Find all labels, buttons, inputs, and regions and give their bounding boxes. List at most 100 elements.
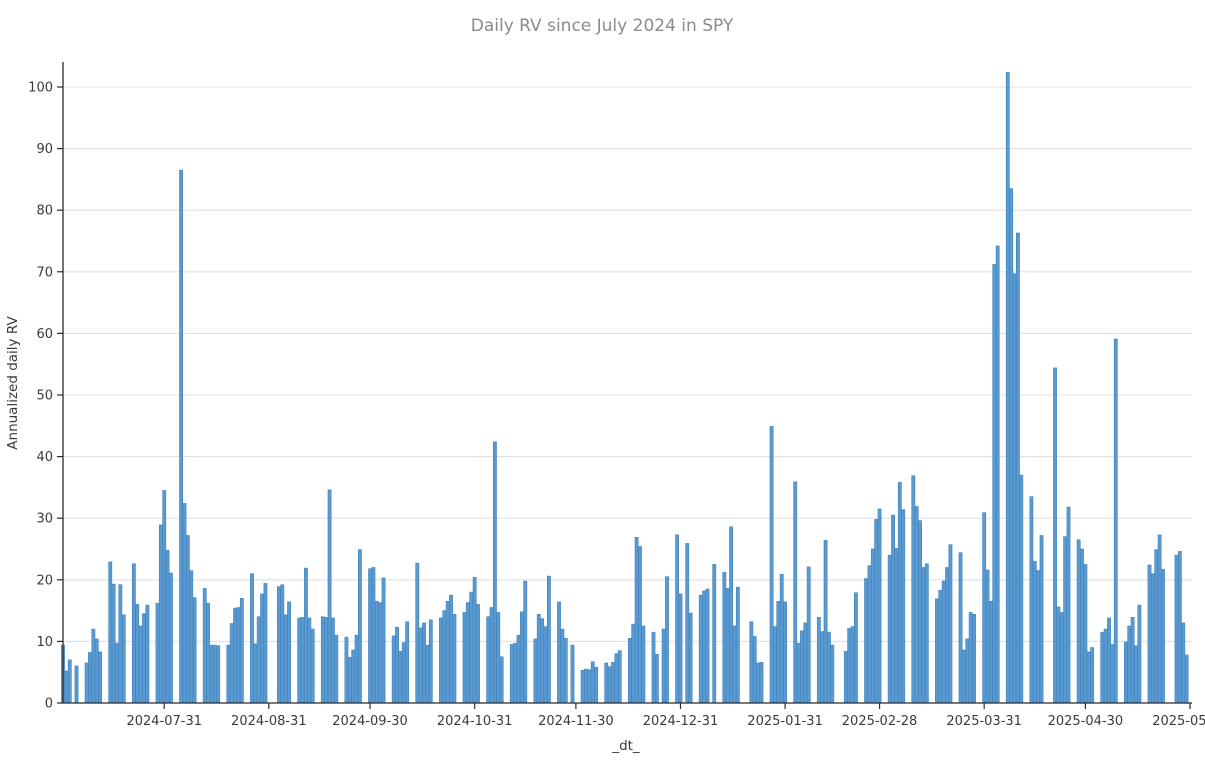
bar	[398, 650, 403, 704]
bar	[253, 643, 258, 704]
bar	[67, 659, 72, 704]
bar	[972, 613, 976, 704]
bar	[935, 598, 939, 704]
bar	[185, 535, 190, 704]
bar	[256, 616, 261, 704]
bar	[1063, 536, 1068, 704]
bar	[1184, 654, 1189, 704]
bar	[634, 536, 639, 704]
bar	[941, 580, 946, 704]
bar	[229, 623, 234, 704]
bar	[486, 616, 491, 704]
bar	[405, 621, 410, 704]
bar	[226, 644, 231, 704]
bar	[1113, 338, 1118, 704]
bar	[260, 593, 264, 704]
y-axis-label: Annualized daily RV	[5, 316, 21, 450]
axes-spines	[62, 62, 1192, 704]
bar	[165, 549, 170, 704]
bar	[982, 512, 987, 704]
bar	[749, 621, 754, 704]
x-axis-ticks: 2024-07-31 2024-08-31 2024-09-30 2024-10-31…	[126, 703, 1205, 729]
bar	[617, 650, 622, 704]
bar	[263, 583, 268, 704]
bar	[1080, 548, 1084, 704]
bar	[1016, 232, 1020, 704]
bar	[462, 612, 467, 704]
bar	[877, 508, 882, 704]
bar	[540, 618, 545, 704]
bar	[469, 591, 474, 704]
bar	[1059, 612, 1064, 704]
bar	[918, 520, 922, 704]
y-tick-label: 20	[36, 573, 53, 588]
bar	[138, 625, 143, 704]
bar	[654, 654, 659, 704]
bar	[489, 607, 494, 704]
bar	[867, 565, 872, 704]
y-tick-label: 80	[36, 204, 53, 219]
y-tick-label: 30	[36, 512, 53, 527]
bar	[513, 642, 518, 704]
bar	[135, 604, 140, 704]
bar	[776, 601, 781, 704]
bar	[584, 668, 588, 704]
bar	[1127, 625, 1132, 704]
bar	[773, 626, 777, 704]
bar	[685, 543, 690, 704]
bar	[492, 441, 497, 704]
bar	[901, 509, 906, 704]
bar-series	[61, 71, 1189, 704]
bar	[1177, 551, 1182, 704]
bar	[391, 635, 396, 704]
x-tick-label: 2025-05-31	[1152, 714, 1205, 729]
x-tick-label: 2024-10-31	[437, 714, 513, 729]
bar	[887, 554, 892, 704]
bar	[499, 656, 504, 704]
bar	[1036, 570, 1041, 704]
bar	[418, 627, 423, 704]
y-tick-label: 50	[36, 389, 53, 404]
bar	[1005, 71, 1010, 704]
bar	[607, 666, 612, 704]
bar	[756, 662, 761, 704]
bar	[580, 670, 585, 704]
bar	[1090, 647, 1095, 704]
bar	[334, 634, 339, 704]
bar	[536, 613, 541, 704]
bar	[324, 617, 329, 704]
bar	[783, 601, 787, 704]
bar	[570, 644, 575, 704]
bar	[594, 666, 599, 704]
bar	[1174, 554, 1179, 704]
x-axis-label: _dt_	[611, 738, 640, 754]
bar	[378, 602, 383, 704]
bar	[874, 519, 879, 704]
bar	[250, 573, 254, 704]
bar	[611, 662, 615, 704]
bar	[98, 651, 103, 704]
bar	[769, 426, 774, 704]
bar	[155, 602, 160, 704]
bar	[88, 652, 92, 704]
bar	[523, 580, 528, 704]
bar	[233, 607, 237, 704]
bar	[202, 588, 207, 704]
bar	[111, 583, 116, 704]
bar	[651, 631, 656, 704]
bar	[1150, 573, 1155, 704]
bar	[327, 489, 332, 704]
bar	[557, 601, 561, 704]
bar	[948, 544, 953, 704]
bar	[752, 636, 757, 704]
x-tick-label: 2024-12-31	[643, 714, 719, 729]
bar	[381, 577, 386, 704]
bar	[1123, 641, 1128, 704]
bar	[590, 661, 595, 704]
bar	[192, 597, 197, 704]
bar	[1086, 651, 1091, 704]
y-tick-label: 0	[45, 697, 53, 712]
bar	[1083, 564, 1088, 704]
bar	[712, 564, 717, 704]
